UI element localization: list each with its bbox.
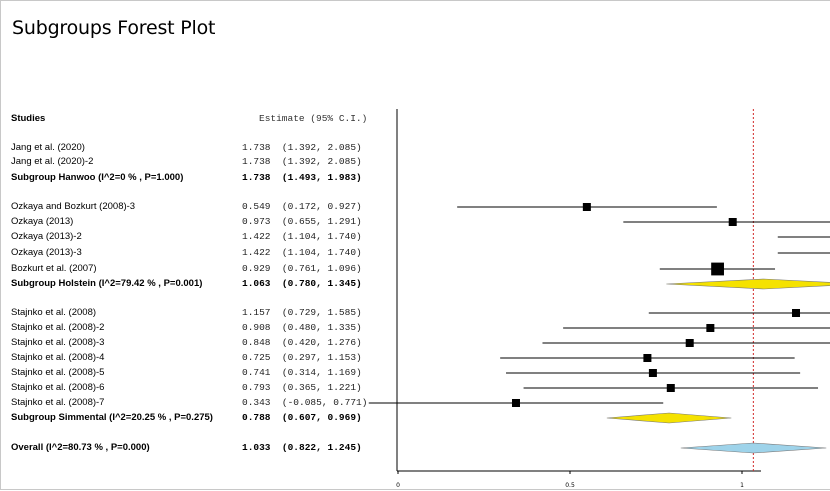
subgroup-diamond — [666, 278, 830, 290]
x-tick-label: 1 — [740, 482, 744, 489]
point-marker — [706, 324, 715, 332]
row-label: Jang et al. (2020) — [11, 142, 85, 153]
point-marker — [643, 354, 652, 362]
subgroup-diamond — [606, 412, 732, 424]
studies-column-header: Studies — [11, 113, 46, 124]
row-estimate: 0.793 (0.365, 1.221) — [242, 382, 362, 393]
row-label: Stajnko et al. (2008)-3 — [11, 337, 105, 348]
estimate-column-header: Estimate (95% C.I.) — [259, 113, 368, 124]
row-label: Subgroup Holstein (I^2=79.42 % , P=0.001… — [11, 278, 203, 289]
row-label: Jang et al. (2020)-2 — [11, 156, 94, 167]
point-marker — [648, 369, 657, 377]
overall-diamond — [680, 442, 827, 454]
row-estimate: 0.549 (0.172, 0.927) — [242, 201, 362, 212]
row-estimate: 0.929 (0.761, 1.096) — [242, 263, 362, 274]
row-estimate: 1.422 (1.104, 1.740) — [242, 247, 362, 258]
point-marker — [666, 384, 675, 392]
row-label: Subgroup Hanwoo (I^2=0 % , P=1.000) — [11, 172, 184, 183]
x-tick-label: 0 — [396, 482, 400, 489]
row-estimate: 1.738 (1.493, 1.983) — [242, 172, 362, 183]
row-label: Stajnko et al. (2008)-6 — [11, 382, 105, 393]
row-estimate: 1.063 (0.780, 1.345) — [242, 278, 362, 289]
row-label: Ozkaya (2013) — [11, 216, 74, 227]
x-tick-label: 0.5 — [565, 482, 575, 489]
row-estimate: 1.738 (1.392, 2.085) — [242, 156, 362, 167]
row-label: Bozkurt et al. (2007) — [11, 263, 97, 274]
point-marker — [511, 399, 520, 407]
row-label: Stajnko et al. (2008)-7 — [11, 397, 105, 408]
row-estimate: 1.033 (0.822, 1.245) — [242, 442, 362, 453]
row-estimate: 0.848 (0.420, 1.276) — [242, 337, 362, 348]
row-estimate: 1.422 (1.104, 1.740) — [242, 231, 362, 242]
row-estimate: 0.725 (0.297, 1.153) — [242, 352, 362, 363]
row-label: Stajnko et al. (2008) — [11, 307, 97, 318]
row-estimate: 0.908 (0.480, 1.335) — [242, 322, 362, 333]
point-marker — [582, 203, 591, 211]
row-estimate: 0.788 (0.607, 0.969) — [242, 412, 362, 423]
point-marker — [711, 262, 724, 276]
chart-title: Subgroups Forest Plot — [12, 17, 216, 39]
row-estimate: 0.741 (0.314, 1.169) — [242, 367, 362, 378]
row-label: Stajnko et al. (2008)-5 — [11, 367, 105, 378]
row-label: Ozkaya (2013)-2 — [11, 231, 82, 242]
row-label: Overall (I^2=80.73 % , P=0.000) — [11, 442, 150, 453]
point-marker — [792, 309, 801, 317]
point-marker — [685, 339, 694, 347]
row-estimate: 1.738 (1.392, 2.085) — [242, 142, 362, 153]
point-marker — [728, 218, 737, 226]
row-estimate: 0.343 (-0.085, 0.771) — [242, 397, 368, 408]
row-estimate: 0.973 (0.655, 1.291) — [242, 216, 362, 227]
row-estimate: 1.157 (0.729, 1.585) — [242, 307, 362, 318]
row-label: Ozkaya (2013)-3 — [11, 247, 82, 258]
row-label: Stajnko et al. (2008)-2 — [11, 322, 105, 333]
row-label: Ozkaya and Bozkurt (2008)-3 — [11, 201, 136, 212]
row-label: Subgroup Simmental (I^2=20.25 % , P=0.27… — [11, 412, 213, 423]
row-label: Stajnko et al. (2008)-4 — [11, 352, 105, 363]
